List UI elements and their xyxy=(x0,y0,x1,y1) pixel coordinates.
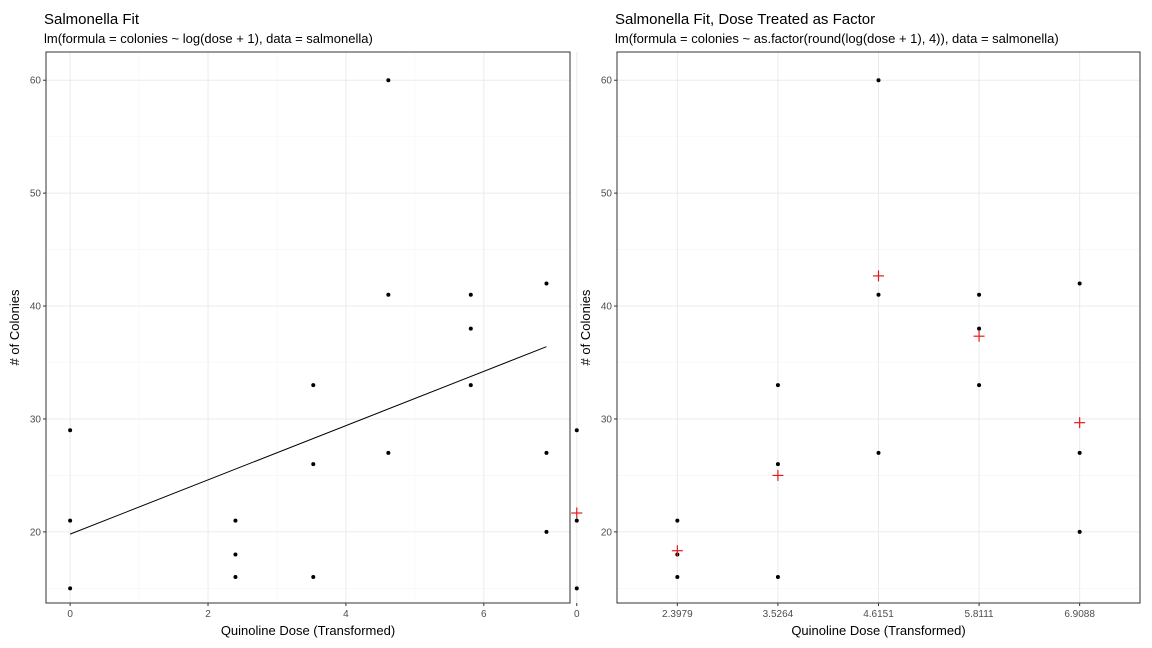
right-x-tick-label: 0 xyxy=(574,609,580,620)
right-data-point xyxy=(1077,529,1082,534)
left-y-axis-title: # of Colonies xyxy=(7,289,22,365)
right-plot-border xyxy=(616,51,1141,604)
left-y-tick-label: 50 xyxy=(30,189,42,200)
left-data-point xyxy=(386,78,391,83)
left-chart-title: Salmonella Fit xyxy=(44,11,140,28)
left-data-point xyxy=(233,518,238,523)
right-fitted-marker xyxy=(1074,417,1086,429)
left-data-point xyxy=(311,383,316,388)
right-data-point xyxy=(775,575,780,580)
left-y-tick-label: 20 xyxy=(30,527,42,538)
right-x-axis-title: Quinoline Dose (Transformed) xyxy=(791,623,965,638)
right-x-tick-label: 6.9088 xyxy=(1064,609,1095,620)
right-x-tick-label: 3.5264 xyxy=(763,609,794,620)
left-plot-border xyxy=(45,51,571,604)
right-y-tick-label: 60 xyxy=(601,76,613,87)
left-x-tick-label: 4 xyxy=(343,609,349,620)
right-y-tick-label: 30 xyxy=(601,414,613,425)
left-data-point xyxy=(468,383,473,388)
right-data-point xyxy=(876,450,881,455)
left-data-point xyxy=(386,292,391,297)
right-data-point xyxy=(574,428,579,433)
right-data-point xyxy=(775,462,780,467)
right-data-point xyxy=(876,292,881,297)
right-data-point xyxy=(876,78,881,83)
left-data-point xyxy=(233,575,238,580)
right-gridlines xyxy=(576,52,1140,603)
right-data-point xyxy=(675,575,680,580)
left-data-point xyxy=(544,529,549,534)
left-x-axis-title: Quinoline Dose (Transformed) xyxy=(221,623,395,638)
right-data-point xyxy=(1077,450,1082,455)
left-data-point xyxy=(68,518,73,523)
right-chart-panel: Salmonella Fit, Dose Treated as Factor l… xyxy=(571,11,1141,638)
right-y-tick-label: 50 xyxy=(601,189,613,200)
left-data-point xyxy=(386,450,391,455)
left-x-tick-label: 0 xyxy=(67,609,73,620)
right-y-tick-label: 20 xyxy=(601,527,613,538)
left-fit-line xyxy=(69,346,547,535)
left-data-point xyxy=(233,552,238,557)
right-x-tick-label: 4.6151 xyxy=(863,609,894,620)
left-x-tick-label: 6 xyxy=(481,609,487,620)
right-fitted-marker xyxy=(671,545,683,557)
left-data-point xyxy=(468,326,473,331)
left-data-point xyxy=(311,575,316,580)
left-x-tick-label: 2 xyxy=(205,609,211,620)
left-data-point xyxy=(544,450,549,455)
right-data-point xyxy=(775,383,780,388)
left-data-point xyxy=(68,586,73,591)
right-fitted-marker xyxy=(873,270,884,282)
left-data-point xyxy=(68,428,73,433)
right-chart-subtitle: lm(formula = colonies ~ as.factor(round(… xyxy=(615,31,1059,46)
right-y-axis-title: # of Colonies xyxy=(578,289,593,365)
left-chart-panel: Salmonella Fit lm(formula = colonies ~ l… xyxy=(7,11,571,638)
left-data-point xyxy=(468,292,473,297)
right-data-point xyxy=(574,518,579,523)
right-data-point xyxy=(977,292,982,297)
right-data-point xyxy=(574,586,579,591)
right-fitted-marker xyxy=(571,507,583,519)
right-data-point xyxy=(977,326,982,331)
left-data-point xyxy=(311,462,316,467)
right-data-point xyxy=(1077,281,1082,286)
right-y-tick-label: 40 xyxy=(601,302,613,313)
left-chart-subtitle: lm(formula = colonies ~ log(dose + 1), d… xyxy=(44,31,373,46)
right-data-point xyxy=(977,383,982,388)
right-chart-title: Salmonella Fit, Dose Treated as Factor xyxy=(615,11,875,28)
left-data-point xyxy=(544,281,549,286)
left-gridlines xyxy=(46,52,570,603)
left-y-tick-label: 60 xyxy=(30,76,42,87)
left-y-tick-label: 30 xyxy=(30,414,42,425)
right-fitted-marker xyxy=(973,330,985,342)
right-x-tick-label: 2.3979 xyxy=(662,609,693,620)
right-fitted-marker xyxy=(772,469,784,481)
right-data-point xyxy=(675,518,680,523)
right-x-tick-label: 5.8111 xyxy=(965,609,995,620)
left-y-tick-label: 40 xyxy=(30,302,42,313)
